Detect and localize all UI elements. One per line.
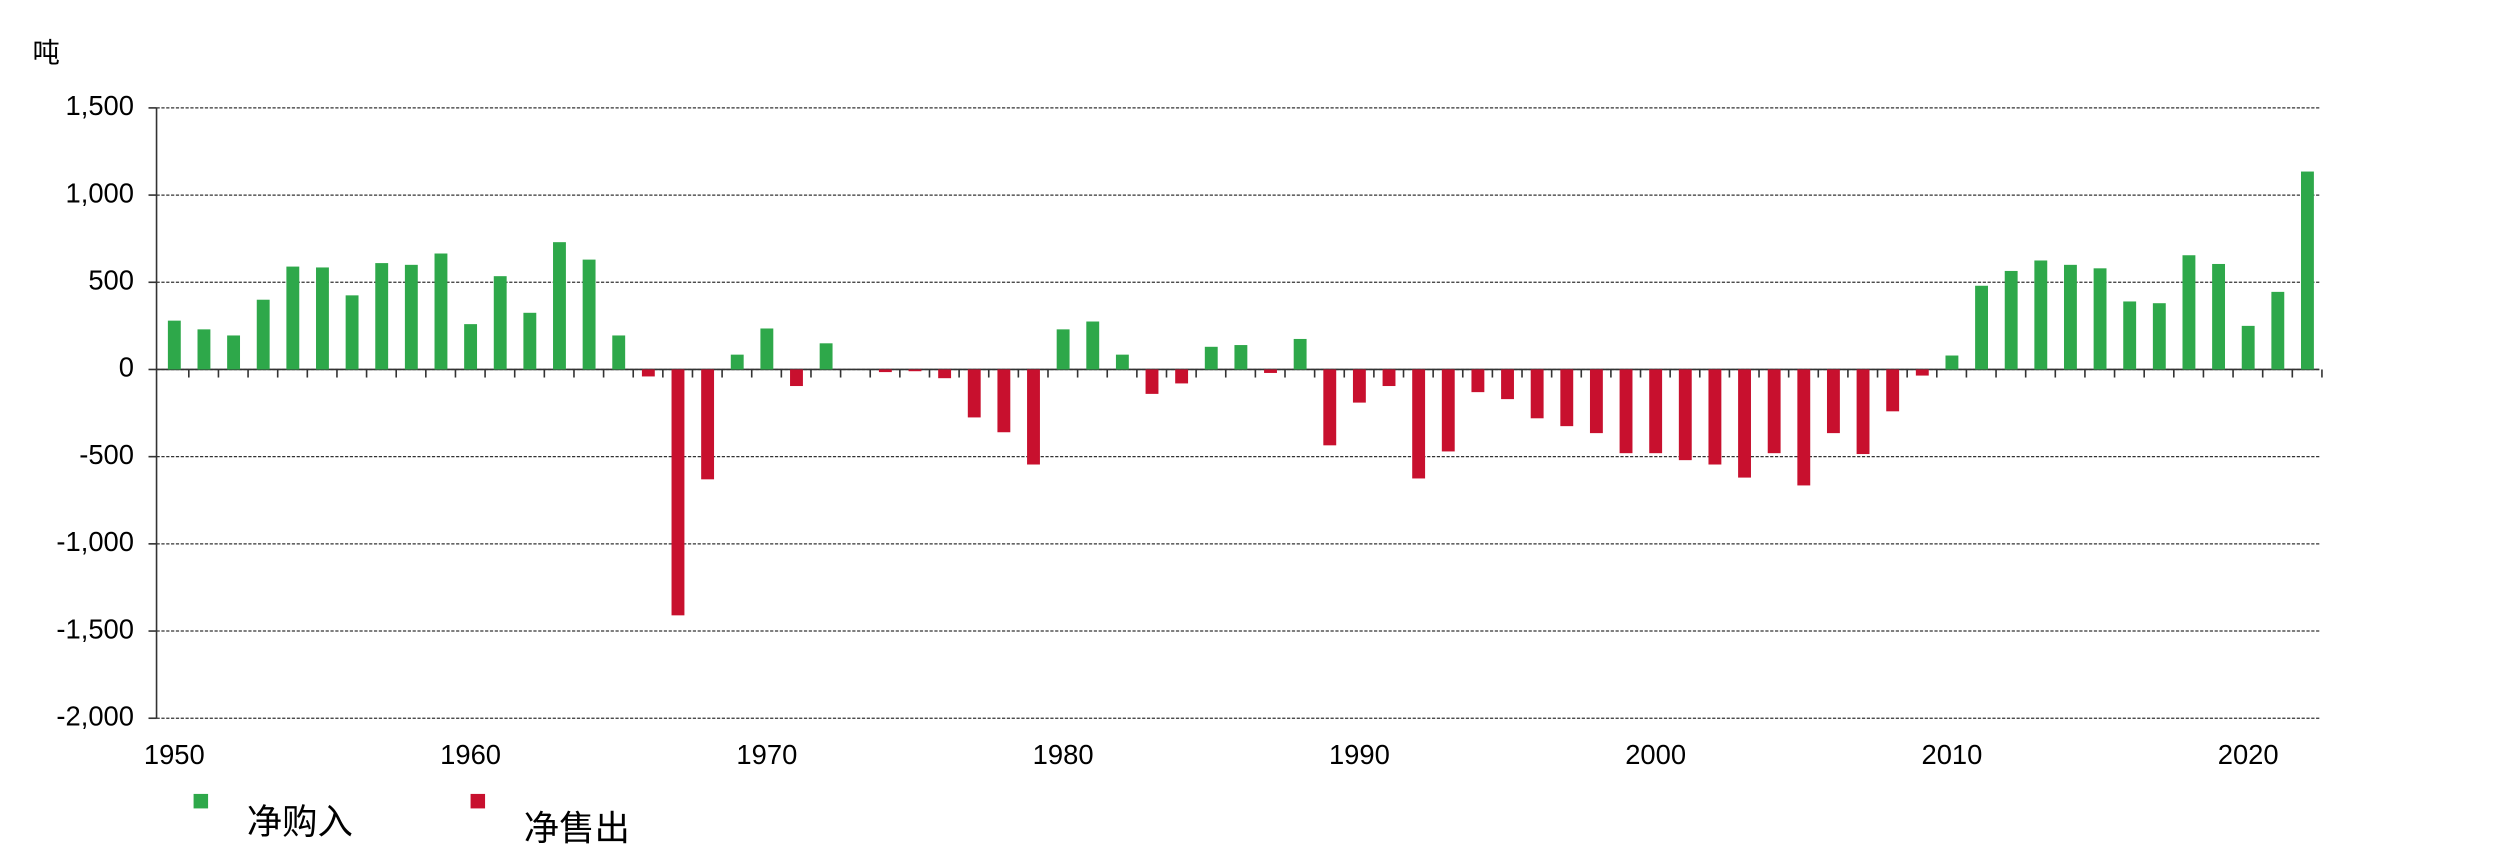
bar	[2212, 263, 2226, 370]
y-tick-label: 0	[119, 352, 134, 383]
bar	[1501, 369, 1514, 400]
bar	[1293, 338, 1307, 370]
bar	[375, 263, 389, 370]
bar	[2004, 270, 2018, 370]
bar	[1797, 369, 1811, 486]
bar	[2034, 260, 2048, 370]
y-tick-label: -500	[79, 439, 134, 470]
y-tick-label: 500	[88, 265, 134, 296]
bar	[1708, 369, 1722, 465]
bar	[1323, 369, 1337, 446]
bar	[641, 369, 655, 377]
bar	[1915, 369, 1929, 376]
bar	[1975, 285, 1988, 370]
bar	[2182, 255, 2196, 370]
x-tick-label: 2010	[1921, 739, 1982, 770]
bar	[286, 266, 300, 370]
bar	[1856, 369, 1870, 455]
x-tick-label: 2000	[1625, 739, 1686, 770]
bar	[1352, 369, 1366, 403]
bar	[2152, 303, 2166, 370]
y-tick-label: 1,500	[66, 90, 134, 121]
bar	[1678, 369, 1692, 461]
bar	[2063, 264, 2077, 370]
bar	[2241, 325, 2255, 370]
bar	[1264, 369, 1277, 373]
bar	[316, 267, 329, 370]
y-tick-label: -1,500	[56, 613, 134, 644]
bar	[523, 312, 537, 370]
bar	[1027, 369, 1040, 465]
bar	[493, 276, 507, 370]
bar	[938, 369, 952, 379]
bar	[256, 299, 270, 370]
bar	[1234, 345, 1248, 370]
bar	[790, 369, 803, 387]
bar	[1530, 369, 1544, 419]
bar	[1056, 329, 1070, 370]
y-axis-label: 吨	[33, 37, 60, 68]
x-tick-label: 1990	[1329, 739, 1390, 770]
bar	[434, 253, 448, 370]
bar	[167, 320, 181, 370]
bar	[1441, 369, 1455, 452]
bar	[1086, 321, 1100, 370]
bar	[1738, 369, 1751, 478]
bar	[730, 354, 744, 370]
bar	[227, 335, 241, 370]
bar	[1204, 346, 1218, 370]
bar	[2301, 171, 2314, 370]
bar	[1175, 369, 1189, 384]
bar	[671, 369, 685, 616]
bar	[404, 264, 418, 370]
bar	[1115, 354, 1129, 370]
bar	[2093, 268, 2107, 370]
bar	[1412, 369, 1426, 479]
bar	[2271, 291, 2285, 370]
bar	[760, 328, 774, 370]
bar	[1649, 369, 1663, 454]
legend-swatch	[193, 793, 209, 809]
x-tick-label: 1980	[1033, 739, 1094, 770]
bar	[819, 343, 833, 370]
bar	[1560, 369, 1574, 427]
bar	[1826, 369, 1840, 434]
bar	[582, 259, 596, 370]
y-tick-label: 1,000	[66, 177, 134, 208]
legend-swatch	[470, 793, 486, 809]
bar	[1382, 369, 1396, 387]
x-tick-label: 1960	[440, 739, 501, 770]
bar	[878, 369, 892, 373]
x-tick-label: 1970	[736, 739, 797, 770]
y-tick-label: -2,000	[56, 700, 134, 731]
bar	[553, 242, 566, 370]
bar	[612, 335, 626, 370]
bar	[1886, 369, 1900, 412]
bar	[1145, 369, 1159, 394]
x-tick-label: 2020	[2218, 739, 2279, 770]
bar	[2123, 301, 2137, 370]
bar	[997, 369, 1011, 433]
bar	[701, 369, 715, 480]
bar	[1471, 369, 1485, 393]
legend-label: 净购入	[247, 802, 353, 842]
bar	[464, 324, 478, 370]
bar	[1589, 369, 1603, 434]
bar	[1767, 369, 1781, 454]
y-tick-label: -1,000	[56, 526, 134, 557]
x-tick-label: 1950	[144, 739, 205, 770]
bar	[1945, 355, 1959, 370]
bar	[197, 329, 211, 370]
bar	[908, 369, 922, 372]
bar	[345, 295, 359, 370]
bar	[967, 369, 981, 418]
legend-label: 净售出	[524, 808, 630, 848]
bar	[1619, 369, 1633, 454]
